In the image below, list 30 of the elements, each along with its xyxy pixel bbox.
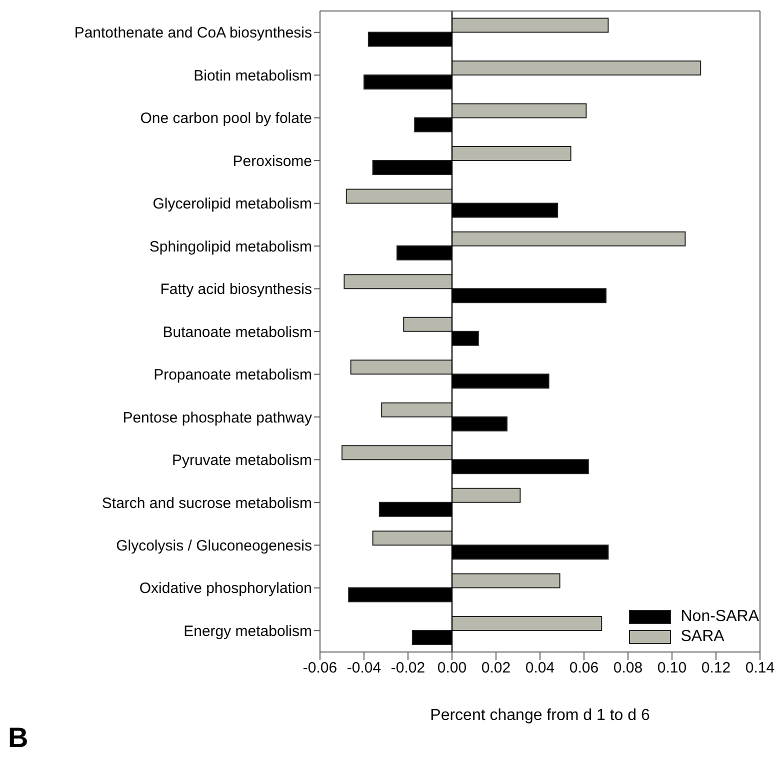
text: B [8,722,28,754]
legend-label: Non-SARA [680,608,759,626]
x-tick-label: 0.08 [613,660,643,677]
x-tick-label: -0.04 [346,660,382,677]
x-tick-label: 0.14 [745,660,775,677]
x-tick-label: 0.04 [525,660,555,677]
y-tick-label: Energy metabolism [184,622,312,640]
x-tick-label: 0.12 [701,660,731,677]
x-tick-label: -0.02 [390,660,426,677]
legend-label: SARA [680,628,724,646]
y-tick-label: Peroxisome [232,152,312,170]
x-tick-label: 0.00 [437,660,467,677]
y-tick-label: Pentose phosphate pathway [122,409,312,426]
y-tick-label: Sphingolipid metabolism [149,238,312,256]
y-tick-label: Butanoate metabolism [162,324,312,341]
y-tick-label: Propanoate metabolism [154,366,312,384]
x-tick-label: 0.02 [481,660,511,677]
y-tick-label: Pyruvate metabolism [172,452,312,470]
y-tick-label: Biotin metabolism [194,67,312,84]
y-tick-label: Oxidative phosphorylation [139,580,312,598]
x-axis-title: Percent change from d 1 to d 6 [430,707,650,724]
x-tick-label: 0.06 [569,660,599,677]
y-tick-label: Fatty acid biosynthesis [160,281,312,298]
y-tick-label: Glycolysis / Gluconeogenesis [116,537,312,554]
x-tick-label: -0.06 [302,660,338,677]
y-tick-label: One carbon pool by folate [140,110,312,128]
x-tick-label: 0.10 [657,660,687,677]
y-tick-label: Pantothenate and CoA biosynthesis [74,24,312,42]
y-tick-label: Starch and sucrose metabolism [102,494,312,512]
y-tick-label: Glycerolipid metabolism [152,196,312,213]
